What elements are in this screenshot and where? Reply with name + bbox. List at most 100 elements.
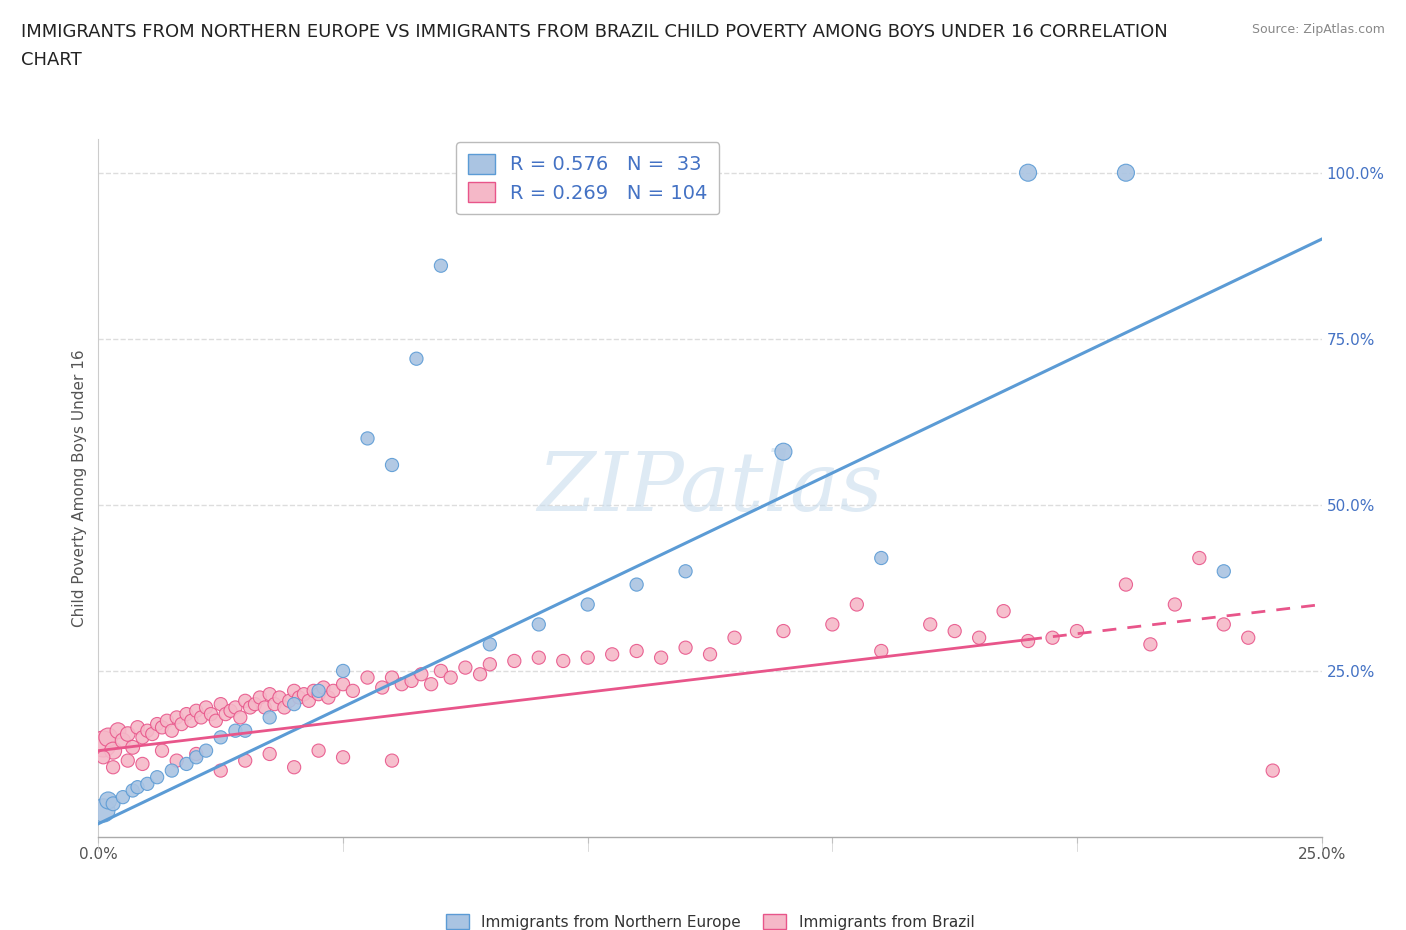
Point (478, 657, 501, 671)
Point (111, 790, 134, 804)
Point (156, 713, 179, 728)
Point (166, 753, 188, 768)
Point (146, 770, 169, 785)
Point (233, 753, 256, 768)
Point (186, 750, 208, 764)
Point (101, 796, 124, 811)
Legend: Immigrants from Northern Europe, Immigrants from Brazil: Immigrants from Northern Europe, Immigra… (440, 908, 980, 930)
Point (870, 644, 893, 658)
Point (97, 730, 120, 745)
Point (136, 724, 159, 738)
Text: IMMIGRANTS FROM NORTHERN EUROPE VS IMMIGRANTS FROM BRAZIL CHILD POVERTY AMONG BO: IMMIGRANTS FROM NORTHERN EUROPE VS IMMIG… (21, 23, 1168, 41)
Point (302, 684, 325, 698)
Point (993, 604, 1015, 618)
Point (195, 700, 218, 715)
Point (111, 733, 134, 748)
Point (967, 631, 990, 645)
Point (200, 707, 222, 722)
Point (117, 726, 139, 741)
Point (166, 710, 188, 724)
Point (318, 690, 340, 705)
Point (454, 660, 477, 675)
Point (101, 743, 124, 758)
Point (772, 445, 794, 459)
Point (170, 717, 193, 732)
Point (160, 764, 183, 778)
Point (381, 671, 404, 685)
Point (180, 713, 202, 728)
Point (205, 713, 228, 728)
Point (405, 352, 427, 366)
Point (1261, 764, 1284, 778)
Point (292, 686, 315, 701)
Point (186, 703, 208, 718)
Point (943, 624, 966, 639)
Point (195, 743, 218, 758)
Point (381, 458, 404, 472)
Point (101, 760, 124, 775)
Point (176, 756, 198, 771)
Point (160, 724, 183, 738)
Point (371, 680, 394, 695)
Point (259, 686, 281, 701)
Point (239, 700, 262, 715)
Point (91, 803, 114, 817)
Point (127, 779, 149, 794)
Point (342, 684, 364, 698)
Point (253, 700, 276, 715)
Point (527, 617, 550, 631)
Point (1042, 631, 1064, 645)
Point (97, 793, 120, 808)
Point (308, 743, 330, 758)
Point (136, 777, 159, 791)
Point (308, 686, 330, 701)
Point (146, 717, 169, 732)
Y-axis label: Child Poverty Among Boys Under 16: Child Poverty Among Boys Under 16 (72, 350, 87, 627)
Point (233, 724, 256, 738)
Point (1188, 551, 1211, 565)
Point (1212, 617, 1234, 631)
Point (1017, 166, 1039, 180)
Text: ZIPatlas: ZIPatlas (537, 448, 883, 528)
Point (107, 724, 129, 738)
Point (117, 753, 139, 768)
Point (1139, 637, 1161, 652)
Text: CHART: CHART (21, 51, 82, 69)
Point (1066, 624, 1088, 639)
Point (288, 690, 311, 705)
Point (219, 703, 242, 718)
Point (249, 690, 271, 705)
Point (723, 631, 745, 645)
Point (430, 259, 453, 273)
Point (209, 730, 232, 745)
Point (91, 750, 114, 764)
Point (308, 684, 330, 698)
Point (263, 697, 285, 711)
Point (259, 747, 281, 762)
Point (190, 710, 212, 724)
Point (527, 650, 550, 665)
Point (224, 724, 246, 738)
Point (356, 431, 378, 445)
Point (312, 680, 335, 695)
Point (600, 647, 623, 662)
Point (283, 684, 305, 698)
Point (298, 694, 321, 709)
Point (920, 617, 942, 631)
Point (283, 697, 305, 711)
Point (1115, 578, 1137, 592)
Point (150, 720, 173, 735)
Point (468, 667, 491, 682)
Point (186, 747, 208, 762)
Point (121, 783, 143, 798)
Point (626, 644, 648, 658)
Point (1017, 633, 1039, 648)
Point (131, 730, 153, 745)
Point (356, 671, 378, 685)
Point (420, 677, 443, 692)
Point (1164, 597, 1187, 612)
Point (478, 637, 501, 652)
Point (332, 677, 354, 692)
Point (269, 690, 291, 705)
Point (675, 640, 697, 655)
